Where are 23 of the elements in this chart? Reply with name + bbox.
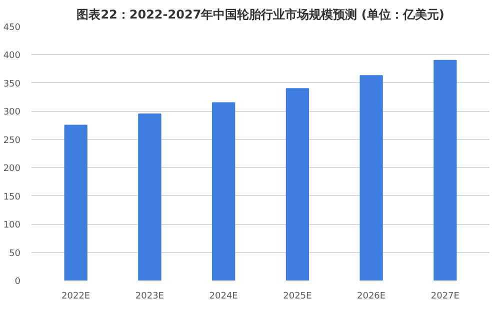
y-tick-label: 50 [9, 248, 21, 259]
chart-title: 图表22：2022-2027年中国轮胎行业市场规模预测 (单位：亿美元) [76, 8, 444, 22]
bar [360, 75, 383, 280]
y-tick-label: 300 [3, 108, 21, 118]
y-tick-label: 400 [3, 51, 21, 62]
y-tick-label: 100 [3, 220, 21, 231]
y-tick-label: 150 [3, 192, 21, 202]
x-tick-label: 2023E [135, 292, 164, 302]
x-tick-label: 2025E [283, 292, 312, 302]
y-tick-label: 450 [3, 23, 21, 33]
x-tick-label: 2027E [430, 292, 460, 302]
y-tick-label: 0 [14, 277, 21, 287]
y-tick-label: 350 [3, 79, 21, 90]
y-tick-label: 250 [3, 136, 21, 146]
bar [138, 113, 162, 280]
y-tick-label: 200 [3, 164, 21, 174]
x-tick-label: 2026E [357, 292, 386, 302]
x-tick-label: 2024E [209, 292, 238, 302]
bar [434, 60, 457, 280]
bar [286, 88, 310, 280]
bar [212, 102, 236, 280]
bar [64, 124, 88, 280]
x-tick-label: 2022E [62, 292, 90, 302]
